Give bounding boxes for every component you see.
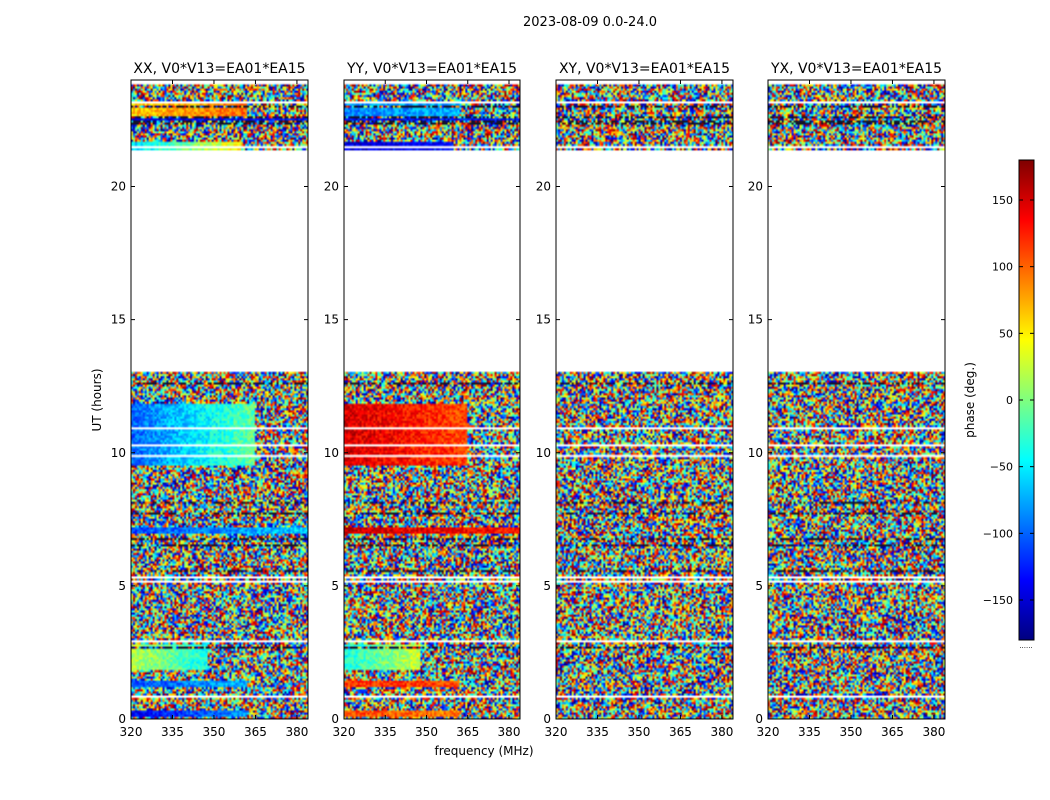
y-tick-label: 10 bbox=[111, 446, 126, 460]
x-tick-label: 320 bbox=[333, 725, 356, 739]
panel-frame bbox=[767, 79, 946, 720]
y-tick-label: 15 bbox=[536, 313, 551, 327]
y-tick-label: 20 bbox=[536, 180, 551, 194]
x-tick-label: 350 bbox=[628, 725, 651, 739]
y-tick-label: 15 bbox=[324, 313, 339, 327]
panels-group: XX, V0*V13=EA01*EA15 320 335 350 365 380 0 5 10 1… bbox=[111, 61, 946, 739]
panel-xy: XY, V0*V13=EA01*EA15 320 335 350 365 380 0 5 10 1… bbox=[536, 61, 734, 739]
x-tick-label: 320 bbox=[120, 725, 143, 739]
colorbar-tick-label: −100 bbox=[983, 527, 1013, 540]
x-tick-label: 365 bbox=[244, 725, 267, 739]
y-axis-label: UT (hours) bbox=[90, 368, 104, 431]
x-tick-label: 335 bbox=[161, 725, 184, 739]
colorbar-tick-label: 150 bbox=[992, 194, 1013, 207]
heatmap-image bbox=[131, 80, 308, 719]
y-tick-label: 5 bbox=[331, 579, 339, 593]
x-tick-label: 335 bbox=[586, 725, 609, 739]
y-tick-label: 10 bbox=[324, 446, 339, 460]
colorbar-tick-label: 100 bbox=[992, 261, 1013, 274]
x-tick-label: 365 bbox=[456, 725, 479, 739]
colorbar-tick-label: 0 bbox=[1006, 394, 1013, 407]
panel-frame bbox=[555, 79, 734, 720]
y-tick-label: 5 bbox=[755, 579, 763, 593]
figure-title: 2023-08-09 0.0-24.0 bbox=[523, 15, 657, 30]
y-tick-label: 5 bbox=[543, 579, 551, 593]
heatmap-image bbox=[768, 80, 945, 719]
y-tick-label: 15 bbox=[111, 313, 126, 327]
x-axis-label: frequency (MHz) bbox=[434, 744, 533, 758]
y-tick-label: 10 bbox=[536, 446, 551, 460]
colorbar-label: phase (deg.) bbox=[963, 362, 977, 438]
panel-xx: XX, V0*V13=EA01*EA15 320 335 350 365 380 0 5 10 1… bbox=[111, 61, 309, 739]
panel-title: XX, V0*V13=EA01*EA15 bbox=[133, 61, 305, 77]
panel-title: YX, V0*V13=EA01*EA15 bbox=[770, 61, 942, 77]
heatmap-image bbox=[556, 80, 733, 719]
y-tick-label: 15 bbox=[748, 313, 763, 327]
x-tick-label: 380 bbox=[922, 725, 945, 739]
panel-yx: YX, V0*V13=EA01*EA15 320 335 350 365 380 0 5 10 1… bbox=[748, 61, 946, 739]
y-tick-label: 10 bbox=[748, 446, 763, 460]
panel-yy: YY, V0*V13=EA01*EA15 320 335 350 365 380 0 5 10 1… bbox=[324, 61, 521, 739]
y-tick-label: 20 bbox=[324, 180, 339, 194]
colorbar-tick-label: −150 bbox=[983, 594, 1013, 607]
x-tick-label: 335 bbox=[798, 725, 821, 739]
x-tick-label: 320 bbox=[757, 725, 780, 739]
panel-frame bbox=[343, 79, 521, 720]
x-tick-label: 365 bbox=[881, 725, 904, 739]
y-tick-label: 20 bbox=[111, 180, 126, 194]
x-tick-label: 320 bbox=[545, 725, 568, 739]
heatmap-image bbox=[344, 80, 520, 719]
panel-frame bbox=[130, 79, 309, 720]
colorbar: 150 100 50 0 −50 −100 −150 bbox=[983, 159, 1035, 641]
x-tick-label: 365 bbox=[669, 725, 692, 739]
y-tick-label: 0 bbox=[331, 712, 339, 726]
x-tick-label: 350 bbox=[203, 725, 226, 739]
y-tick-label: 5 bbox=[118, 579, 126, 593]
panel-title: XY, V0*V13=EA01*EA15 bbox=[559, 61, 730, 77]
y-tick-label: 20 bbox=[748, 180, 763, 194]
x-tick-label: 380 bbox=[710, 725, 733, 739]
y-tick-label: 0 bbox=[543, 712, 551, 726]
x-tick-label: 380 bbox=[498, 725, 521, 739]
colorbar-footer: ...... bbox=[1019, 642, 1032, 650]
y-tick-label: 0 bbox=[755, 712, 763, 726]
colorbar-tick-label: 50 bbox=[999, 327, 1013, 340]
x-tick-label: 380 bbox=[285, 725, 308, 739]
x-tick-label: 350 bbox=[415, 725, 438, 739]
x-tick-label: 335 bbox=[374, 725, 397, 739]
panel-title: YY, V0*V13=EA01*EA15 bbox=[346, 61, 517, 77]
colorbar-tick-label: −50 bbox=[990, 461, 1013, 474]
x-tick-label: 350 bbox=[840, 725, 863, 739]
y-tick-label: 0 bbox=[118, 712, 126, 726]
